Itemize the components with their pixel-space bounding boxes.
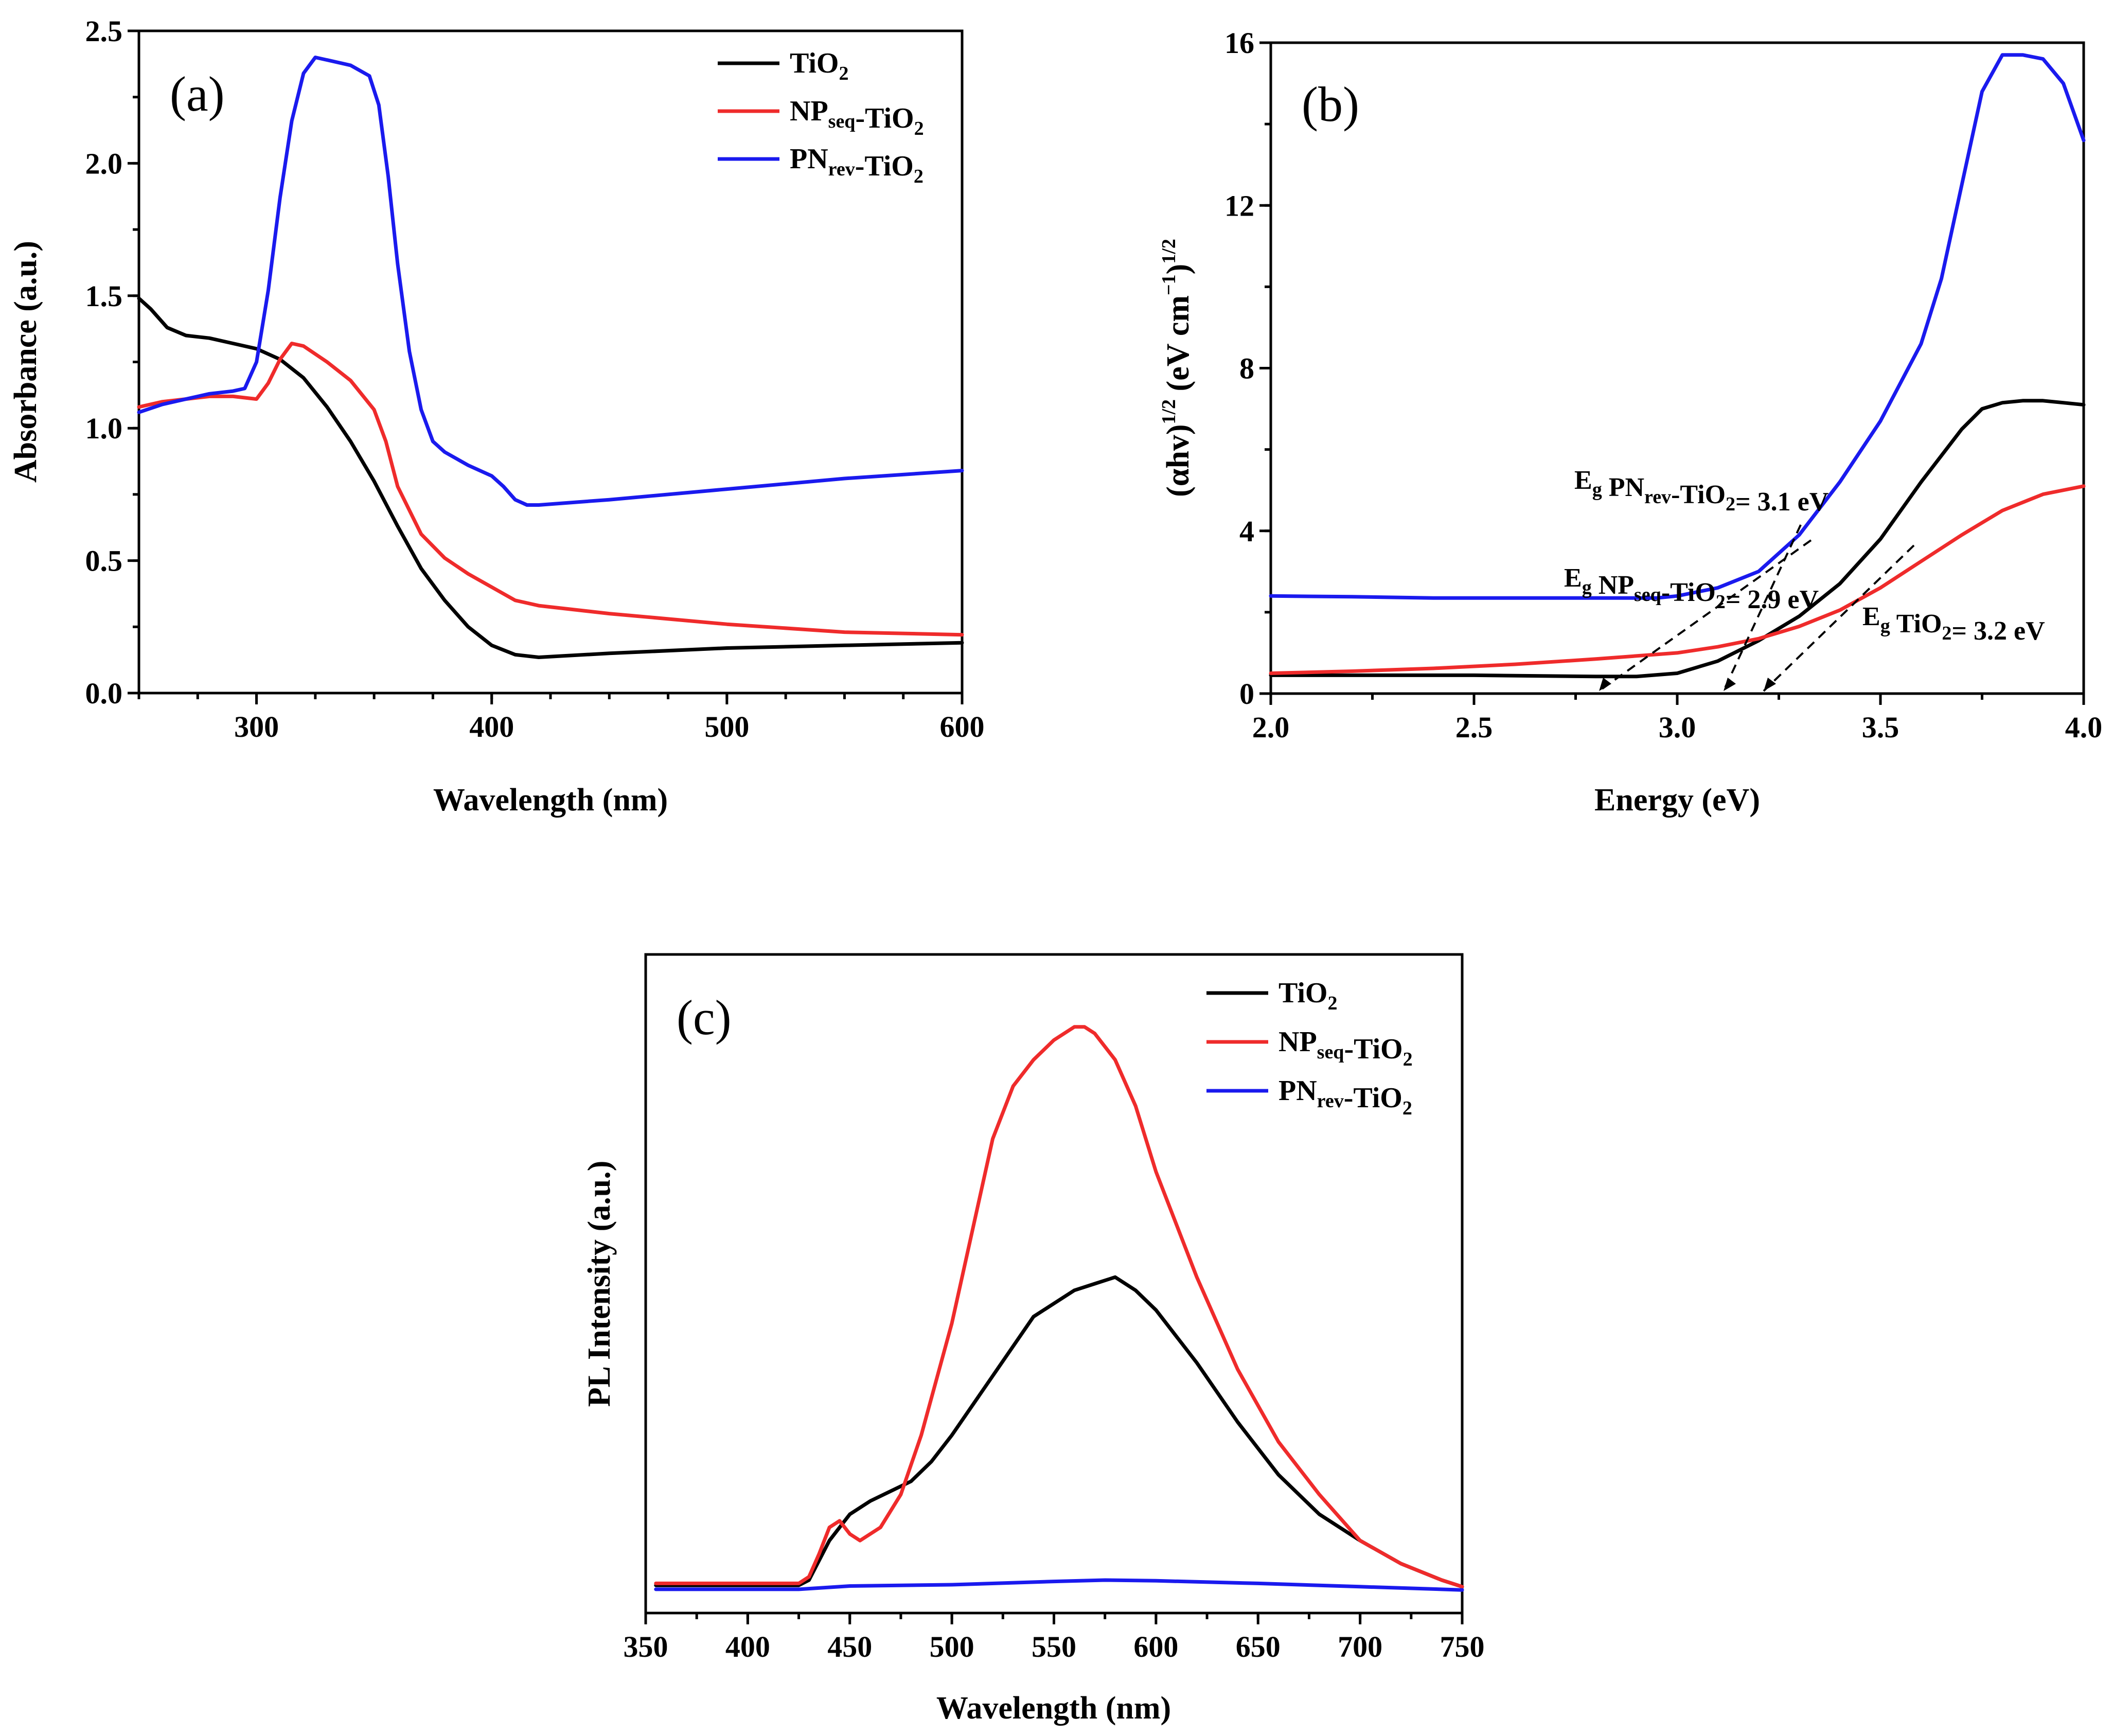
series-line-npseq-tio2 [1269, 484, 2086, 675]
panel-b-tangent-lines [1598, 524, 1915, 692]
panel-c-series [654, 1025, 1464, 1592]
panel-b-annotations: Eg PNrev-TiO2= 3.1 eV Eg NPseq-TiO2= 2.9 … [1564, 466, 2045, 646]
series-line-tio2 [654, 1275, 1464, 1589]
y-tick-label: 4 [1239, 515, 1254, 548]
panel-a: 300 400 500 600 0.0 0.5 1.0 1.5 2.0 2.5 (a) Wavel… [8, 14, 985, 818]
x-tick-label: 400 [469, 710, 514, 743]
legend-label-pnrev-tio2: PNrev-TiO2 [790, 143, 924, 187]
y-tick-label: 2.5 [85, 14, 123, 48]
bandgap-annotation: Eg TiO2= 3.2 eV [1862, 602, 2045, 646]
panel-a-ylabel: Absorbance (a.u.) [8, 241, 43, 483]
panel-c-ticks: 350 400 450 500 550 600 650 700 750 [624, 1613, 1485, 1663]
y-tick-label: 1.0 [85, 412, 123, 445]
series-line-tio2 [137, 296, 964, 659]
series-line-pnrev-tio2 [654, 1578, 1464, 1592]
panel-c-label: (c) [677, 990, 732, 1045]
legend-label-tio2: TiO2 [1279, 977, 1337, 1014]
y-tick-label: 16 [1224, 26, 1254, 60]
tangent-arrow-head [1724, 678, 1736, 691]
x-tick-label: 400 [725, 1630, 770, 1663]
panel-c: 350 400 450 500 550 600 650 700 750 (c) Waveleng… [582, 953, 1485, 1726]
panel-b-label: (b) [1302, 77, 1359, 132]
x-tick-label: 450 [827, 1630, 872, 1663]
x-tick-label: 500 [704, 710, 749, 743]
panel-a-label: (a) [170, 66, 225, 121]
x-tick-label: 750 [1440, 1630, 1485, 1663]
y-tick-label: 0.5 [85, 544, 123, 578]
panel-a-ticks: 300 400 500 600 0.0 0.5 1.0 1.5 2.0 2.5 [85, 14, 985, 743]
tangent-line [1598, 539, 1812, 692]
x-tick-label: 3.5 [1862, 711, 1899, 744]
y-tick-label: 2.0 [85, 147, 123, 180]
legend-label-npseq-tio2: NPseq-TiO2 [790, 95, 924, 139]
x-tick-label: 550 [1032, 1630, 1076, 1663]
x-tick-label: 600 [940, 710, 985, 743]
x-tick-label: 600 [1133, 1630, 1178, 1663]
series-line-npseq-tio2 [654, 1025, 1464, 1589]
legend-label-npseq-tio2: NPseq-TiO2 [1279, 1026, 1413, 1070]
panel-b: 2.0 2.5 3.0 3.5 4.0 0 4 8 12 16 (b) Energy (eV) (… [1158, 26, 2102, 818]
panel-b-series [1269, 53, 2086, 679]
tangent-arrow-head [1599, 678, 1611, 691]
bandgap-annotation: Eg PNrev-TiO2= 3.1 eV [1574, 466, 1828, 517]
legend-label-pnrev-tio2: PNrev-TiO2 [1279, 1075, 1412, 1119]
y-tick-label: 0.0 [85, 677, 123, 710]
panel-c-ylabel: PL Intensity (a.u.) [582, 1161, 617, 1407]
bandgap-annotation: Eg NPseq-TiO2= 2.9 eV [1564, 563, 1819, 614]
panel-b-xlabel: Energy (eV) [1594, 783, 1760, 818]
y-tick-label: 12 [1224, 189, 1254, 222]
x-tick-label: 2.5 [1455, 711, 1493, 744]
series-line-pnrev-tio2 [137, 56, 964, 507]
y-tick-label: 0 [1239, 677, 1254, 711]
x-tick-label: 4.0 [2065, 711, 2103, 744]
legend-label-tio2: TiO2 [790, 47, 848, 84]
x-tick-label: 2.0 [1252, 711, 1290, 744]
x-tick-label: 300 [234, 710, 279, 743]
y-tick-label: 1.5 [85, 279, 123, 313]
series-line-pnrev-tio2 [1269, 53, 2086, 600]
panel-a-series [137, 56, 964, 659]
x-tick-label: 700 [1338, 1630, 1382, 1663]
tangent-line [1763, 544, 1915, 692]
panel-a-xlabel: Wavelength (nm) [433, 783, 668, 818]
panel-c-legend: TiO2 NPseq-TiO2 PNrev-TiO2 [1206, 977, 1413, 1119]
series-line-npseq-tio2 [137, 342, 964, 637]
panel-b-ylabel: (αhv)1/2 (eV cm−1)1/2 [1158, 239, 1196, 497]
panel-c-xlabel: Wavelength (nm) [936, 1691, 1171, 1726]
x-tick-label: 500 [930, 1630, 974, 1663]
y-tick-label: 8 [1239, 352, 1254, 385]
tangent-arrow-head [1764, 678, 1776, 691]
panel-b-ticks: 2.0 2.5 3.0 3.5 4.0 0 4 8 12 16 [1224, 26, 2102, 744]
series-line-tio2 [1269, 399, 2086, 679]
x-tick-label: 3.0 [1659, 711, 1696, 744]
x-tick-label: 350 [624, 1630, 668, 1663]
x-tick-label: 650 [1236, 1630, 1281, 1663]
